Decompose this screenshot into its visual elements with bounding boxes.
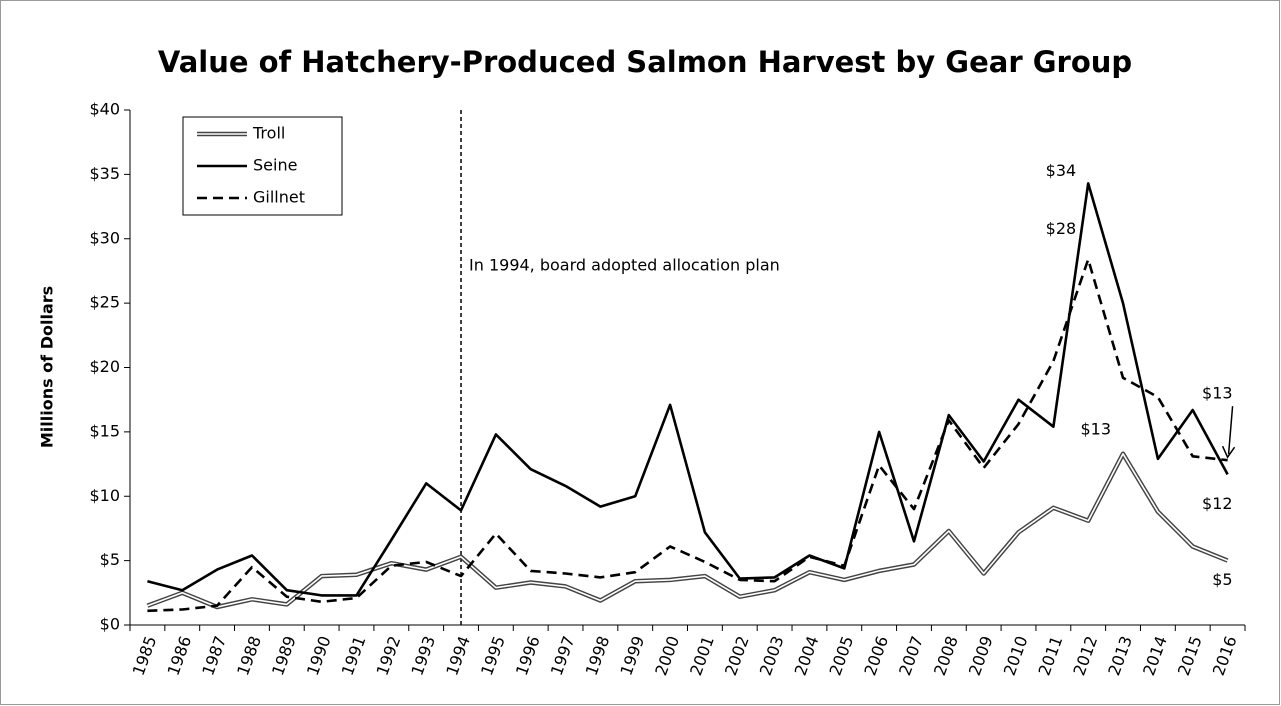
data-label: $5	[1212, 570, 1232, 589]
legend-label: Seine	[253, 156, 297, 175]
data-label: $12	[1202, 494, 1233, 513]
y-axis-label: Millions of Dollars	[38, 286, 57, 448]
y-tick-label: $25	[89, 293, 120, 312]
y-tick-label: $15	[89, 421, 120, 440]
data-label: $13	[1202, 384, 1233, 403]
series-line	[147, 258, 1228, 613]
legend-label: Gillnet	[253, 188, 305, 207]
y-tick-label: $30	[89, 228, 120, 247]
series-line-inner	[147, 453, 1228, 608]
data-label: $28	[1046, 219, 1077, 238]
label-arrow	[1227, 406, 1234, 455]
y-tick-label: $40	[89, 100, 120, 119]
y-tick-label: $0	[100, 615, 120, 634]
y-tick-label: $35	[89, 164, 120, 183]
chart-title: Value of Hatchery-Produced Salmon Harves…	[158, 45, 1132, 79]
legend-label: Troll	[252, 124, 285, 143]
label-arrow-head	[1221, 445, 1236, 459]
series-line	[147, 182, 1229, 597]
annotation: In 1994, board adopted allocation plan	[469, 256, 780, 275]
data-label: $34	[1046, 161, 1077, 180]
data-label: $13	[1081, 419, 1112, 438]
y-tick-label: $20	[89, 357, 120, 376]
y-tick-label: $5	[100, 550, 120, 569]
y-tick-label: $10	[89, 486, 120, 505]
